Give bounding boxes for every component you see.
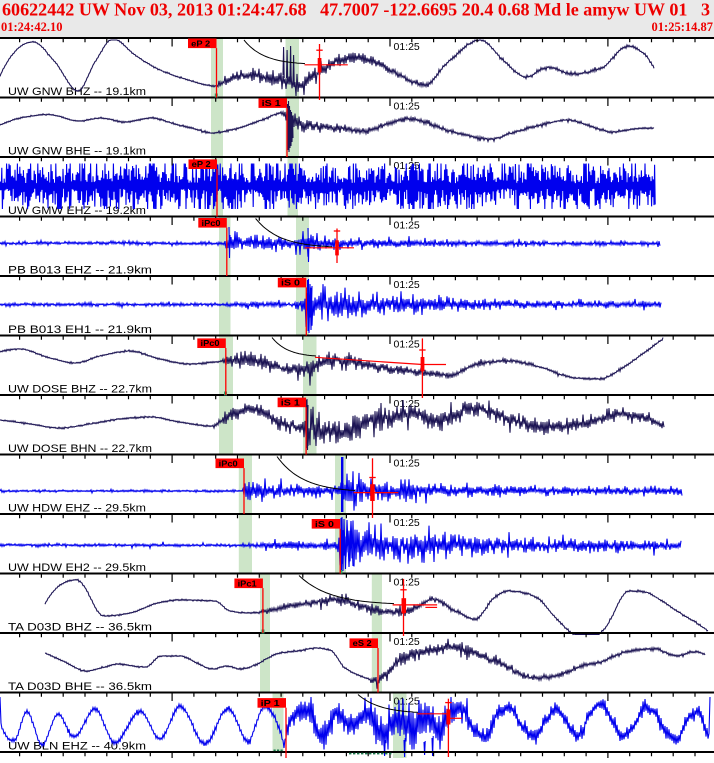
svg-text:iS 0: iS 0 [315, 519, 334, 529]
svg-text:UW DOSE BHN -- 22.7km: UW DOSE BHN -- 22.7km [8, 443, 152, 455]
svg-text:iPc1: iPc1 [238, 578, 257, 588]
svg-text:01:25: 01:25 [394, 577, 420, 589]
svg-text:iPc0: iPc0 [219, 458, 238, 468]
svg-text:01:25: 01:25 [394, 41, 420, 53]
svg-text:01:25: 01:25 [394, 220, 420, 232]
svg-text:UW DOSE BHZ -- 22.7km: UW DOSE BHZ -- 22.7km [8, 384, 152, 396]
svg-text:eS 2: eS 2 [353, 638, 372, 648]
svg-text:01:25: 01:25 [394, 398, 420, 410]
svg-text:TA D03D BHZ -- 36.5km: TA D03D BHZ -- 36.5km [8, 622, 152, 634]
svg-text:PB B013 EHZ -- 21.9km: PB B013 EHZ -- 21.9km [8, 265, 152, 277]
svg-text:01:25: 01:25 [394, 696, 420, 708]
svg-text:UW GMW EHZ -- 19.2km: UW GMW EHZ -- 19.2km [8, 205, 146, 217]
svg-text:UW HDW EH2 -- 29.5km: UW HDW EH2 -- 29.5km [8, 562, 146, 574]
svg-text:iPc0: iPc0 [201, 338, 220, 348]
svg-text:iS 0: iS 0 [281, 278, 300, 288]
svg-text:60622442 UW Nov 03, 2013 01:24: 60622442 UW Nov 03, 2013 01:24:47.68 47.… [2, 0, 710, 20]
svg-text:iS 1: iS 1 [281, 397, 300, 407]
svg-text:01:25:14.87: 01:25:14.87 [652, 20, 713, 34]
svg-text:UW GNW BHZ -- 19.1km: UW GNW BHZ -- 19.1km [8, 86, 146, 98]
svg-text:iS 1: iS 1 [262, 98, 281, 108]
svg-text:01:24:42.10: 01:24:42.10 [1, 20, 62, 34]
svg-text:01:25: 01:25 [394, 458, 420, 470]
svg-text:iP 1: iP 1 [261, 698, 280, 708]
svg-text:PB B013 EH1 -- 21.9km: PB B013 EH1 -- 21.9km [8, 324, 152, 336]
svg-text:eP 2: eP 2 [192, 159, 211, 169]
svg-text:UW GNW BHE -- 19.1km: UW GNW BHE -- 19.1km [8, 146, 146, 158]
svg-text:01:25: 01:25 [394, 279, 420, 291]
svg-text:UW BLN EHZ -- 40.9km: UW BLN EHZ -- 40.9km [8, 741, 146, 753]
svg-text:TA D03D BHE -- 36.5km: TA D03D BHE -- 36.5km [8, 681, 152, 693]
svg-text:UW HDW EHZ -- 29.5km: UW HDW EHZ -- 29.5km [8, 503, 146, 515]
svg-text:01:25: 01:25 [394, 636, 420, 648]
svg-text:iPc0: iPc0 [202, 218, 221, 228]
svg-text:eP 2: eP 2 [191, 38, 210, 48]
svg-text:01:25: 01:25 [394, 339, 420, 351]
svg-text:01:25: 01:25 [394, 101, 420, 113]
svg-text:01:25: 01:25 [394, 517, 420, 529]
